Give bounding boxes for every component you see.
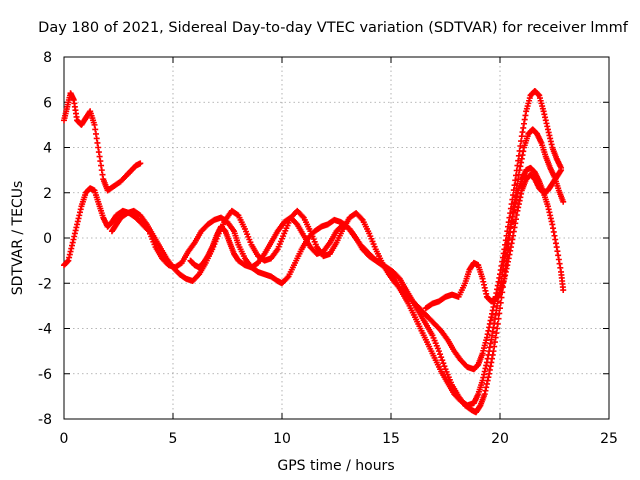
- data-point-dense: [299, 213, 306, 220]
- y-tick-label: 8: [43, 50, 52, 66]
- y-tick-labels: -8 -6 -4 -2 0 2 4 6 8: [38, 50, 52, 428]
- data-points: [61, 87, 567, 416]
- data-point: [137, 160, 144, 167]
- data-point-dense: [395, 274, 402, 281]
- axis-ticks: [63, 56, 610, 420]
- y-tick-label: -4: [38, 322, 52, 338]
- data-point: [558, 167, 565, 174]
- data-point-dense: [496, 310, 503, 317]
- y-tick-label: -8: [38, 412, 52, 428]
- x-tick-label: 0: [60, 431, 69, 447]
- x-tick-label: 20: [491, 431, 509, 447]
- y-tick-label: 2: [43, 186, 52, 202]
- series-4: [187, 164, 567, 409]
- data-point-dense: [293, 220, 300, 227]
- chart-title: Day 180 of 2021, Sidereal Day-to-day VTE…: [38, 20, 629, 36]
- data-point: [435, 348, 442, 355]
- x-tick-labels: 0 5 10 15 20 25: [60, 431, 618, 447]
- y-tick-label: 4: [43, 141, 52, 157]
- data-point-dense: [440, 360, 447, 367]
- data-point-dense: [284, 274, 291, 281]
- x-tick-label: 15: [382, 431, 400, 447]
- data-point: [560, 198, 567, 205]
- series-2: [61, 126, 567, 416]
- data-point: [560, 287, 567, 294]
- y-tick-label: 0: [43, 231, 52, 247]
- data-point-dense: [439, 357, 446, 364]
- y-tick-label: 6: [43, 95, 52, 111]
- y-tick-label: -6: [38, 367, 52, 383]
- data-point-dense: [437, 351, 444, 358]
- data-point-dense: [195, 272, 202, 279]
- x-tick-label: 5: [169, 431, 178, 447]
- x-axis-label: GPS time / hours: [277, 458, 394, 474]
- data-point-dense: [438, 354, 445, 361]
- data-point-dense: [358, 215, 365, 222]
- x-tick-label: 25: [600, 431, 618, 447]
- series-5: [422, 167, 565, 312]
- data-point-dense: [441, 363, 448, 370]
- series-1: [61, 90, 144, 194]
- x-tick-label: 10: [273, 431, 291, 447]
- y-axis-label: SDTVAR / TECUs: [10, 181, 26, 296]
- y-tick-label: -2: [38, 276, 52, 292]
